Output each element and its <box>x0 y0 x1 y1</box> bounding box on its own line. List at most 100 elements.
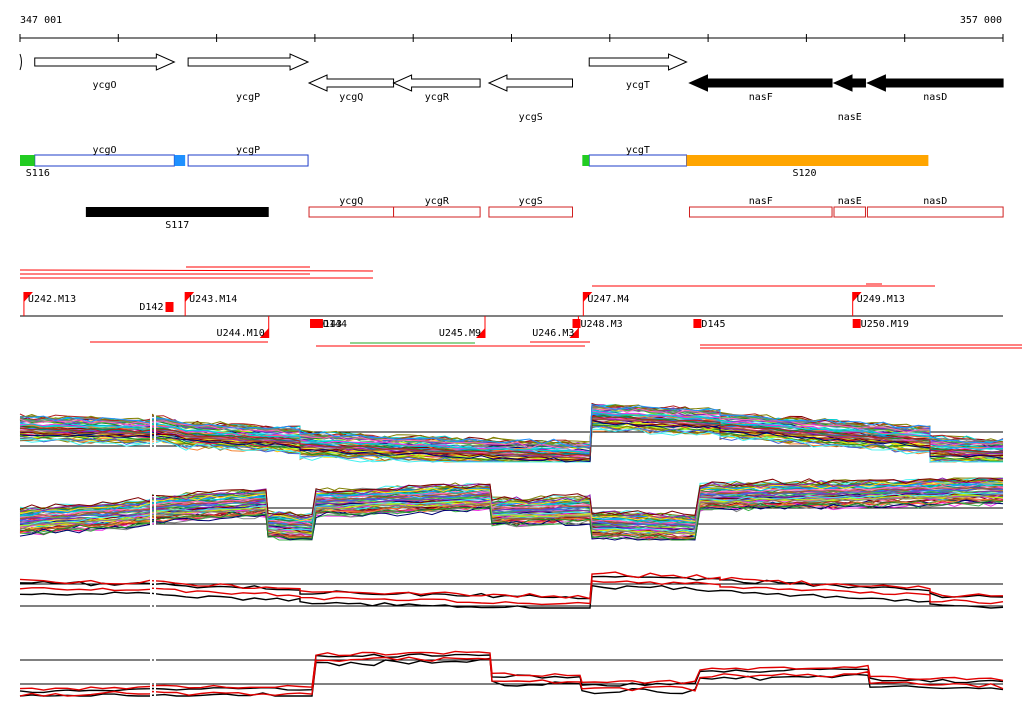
gap-marker <box>154 400 156 700</box>
profile-line <box>19 650 1004 691</box>
terminator-label: D145 <box>701 319 725 330</box>
segment-box-label: nasF <box>749 196 773 207</box>
terminator-mark <box>572 319 581 328</box>
segment-label: S116 <box>26 168 50 179</box>
regulatory-track: U242.M13 U243.M14 U247.M4 U249.M13 U244.M10 U… <box>19 266 1022 349</box>
promoter-label: U245.M9 <box>439 328 481 339</box>
segment-track-2: S117 ycgQ ycgR ycgS nasF nasE nasD <box>85 196 1004 231</box>
segment-box-ycgT <box>588 154 688 167</box>
ruler-end-label: 357 000 <box>960 15 1002 26</box>
gene-arrow-ycgP <box>187 53 310 71</box>
segment-box-ycgR <box>393 206 481 218</box>
segment-mark <box>174 155 186 166</box>
profile-line <box>19 657 1004 697</box>
profile-line <box>19 477 1004 517</box>
gene-label-nasD: nasD <box>923 92 947 103</box>
segment-box-ycgS <box>488 206 574 218</box>
gene-arrow-nasD <box>866 74 1004 92</box>
promoter-label: U246.M3 <box>532 328 574 339</box>
promoter-flag <box>23 292 33 302</box>
segment-box-nasF <box>688 206 833 218</box>
profile-line <box>19 580 1004 606</box>
terminator-label: D142 <box>139 302 163 313</box>
promoter-flag <box>569 328 579 338</box>
ruler-start-label: 347 001 <box>20 15 62 26</box>
gene-label-nasF: nasF <box>749 92 773 103</box>
segment-box-label: nasD <box>923 196 947 207</box>
promoter-flag <box>583 292 593 302</box>
terminator-label: U248.M3 <box>581 319 623 330</box>
terminator-mark <box>852 319 861 328</box>
gap-marker <box>150 400 152 700</box>
gene-label-ycgS: ycgS <box>519 112 543 123</box>
gene-arrow-nasF <box>688 74 833 92</box>
gene-label-ycgO: ycgO <box>92 80 116 91</box>
profile-line <box>19 414 1004 457</box>
partial-gene-edge <box>19 53 22 71</box>
promoter-label: U244.M10 <box>217 328 265 339</box>
promoter-flag <box>852 292 862 302</box>
profile-line <box>19 656 1004 697</box>
profile-line <box>19 571 1004 600</box>
segment-box-ycgP <box>187 154 309 167</box>
profile-line <box>19 584 1004 609</box>
terminator-mark <box>310 319 319 328</box>
promoter-flag <box>185 292 195 302</box>
gene-label-ycgT: ycgT <box>626 80 650 91</box>
segment-box-nasE <box>833 206 866 218</box>
promoter-flag <box>259 328 269 338</box>
promoter-label: U247.M4 <box>587 294 629 305</box>
terminator-label: D143 <box>318 319 342 330</box>
profile-line <box>19 407 1004 449</box>
ruler-axis <box>19 34 1004 42</box>
profile-line <box>19 428 1003 463</box>
gene-annotation-track: ycgO ycgP ycgQ ycgR ycgS ycgT nasF nasE nasD <box>19 53 1004 123</box>
segment-track-1: ycgO ycgP ycgT S116 S120 <box>20 145 929 179</box>
profile-line <box>19 499 1004 541</box>
segment-box-label: ycgT <box>626 145 650 156</box>
terminator-label: U250.M19 <box>861 319 909 330</box>
segment-box-ycgQ <box>308 206 395 218</box>
gene-label-ycgR: ycgR <box>425 92 450 103</box>
segment-label: S120 <box>792 168 816 179</box>
segment-box-label: ycgP <box>236 145 260 156</box>
gene-arrow-ycgR <box>392 74 481 92</box>
terminator-label: D144 <box>323 319 347 330</box>
segment-box-nasD <box>866 206 1004 218</box>
segment-mark <box>582 155 590 166</box>
terminator-mark <box>314 319 323 328</box>
terminator-mark <box>693 319 702 328</box>
terminator-mark <box>165 302 174 312</box>
profile-line <box>19 420 1004 463</box>
segment-box-label: ycgQ <box>339 196 363 207</box>
promoter-label: U242.M13 <box>28 294 76 305</box>
segment-bar <box>686 155 929 166</box>
segment-box-label: nasE <box>838 196 862 207</box>
profile-line <box>19 415 1004 457</box>
segment-mark <box>20 155 35 166</box>
gene-arrow-ycgS <box>487 74 574 92</box>
profile-line <box>19 653 1004 694</box>
gene-arrow-ycgO <box>34 53 176 71</box>
profile-line <box>19 500 1004 541</box>
promoter-label: U249.M13 <box>857 294 905 305</box>
gene-arrow-ycgT <box>588 53 688 71</box>
gene-arrow-ycgQ <box>307 74 395 92</box>
expression-profile-tracks <box>19 400 1004 700</box>
segment-box-label: ycgO <box>92 145 116 156</box>
profile-line <box>19 418 1004 460</box>
segment-bar-label: S117 <box>165 220 189 231</box>
profile-line <box>19 404 1004 448</box>
profile-line <box>19 483 1004 524</box>
profile-line <box>19 411 1004 453</box>
segment-box-label: ycgR <box>425 196 450 207</box>
segment-box-label: ycgS <box>519 196 543 207</box>
gene-arrow-nasE <box>832 74 866 92</box>
promoter-flag <box>476 328 486 338</box>
promoter-label: U243.M14 <box>189 294 237 305</box>
segment-bar-S117 <box>85 207 269 217</box>
gene-label-nasE: nasE <box>838 112 862 123</box>
segment-box-ycgO <box>34 154 175 167</box>
